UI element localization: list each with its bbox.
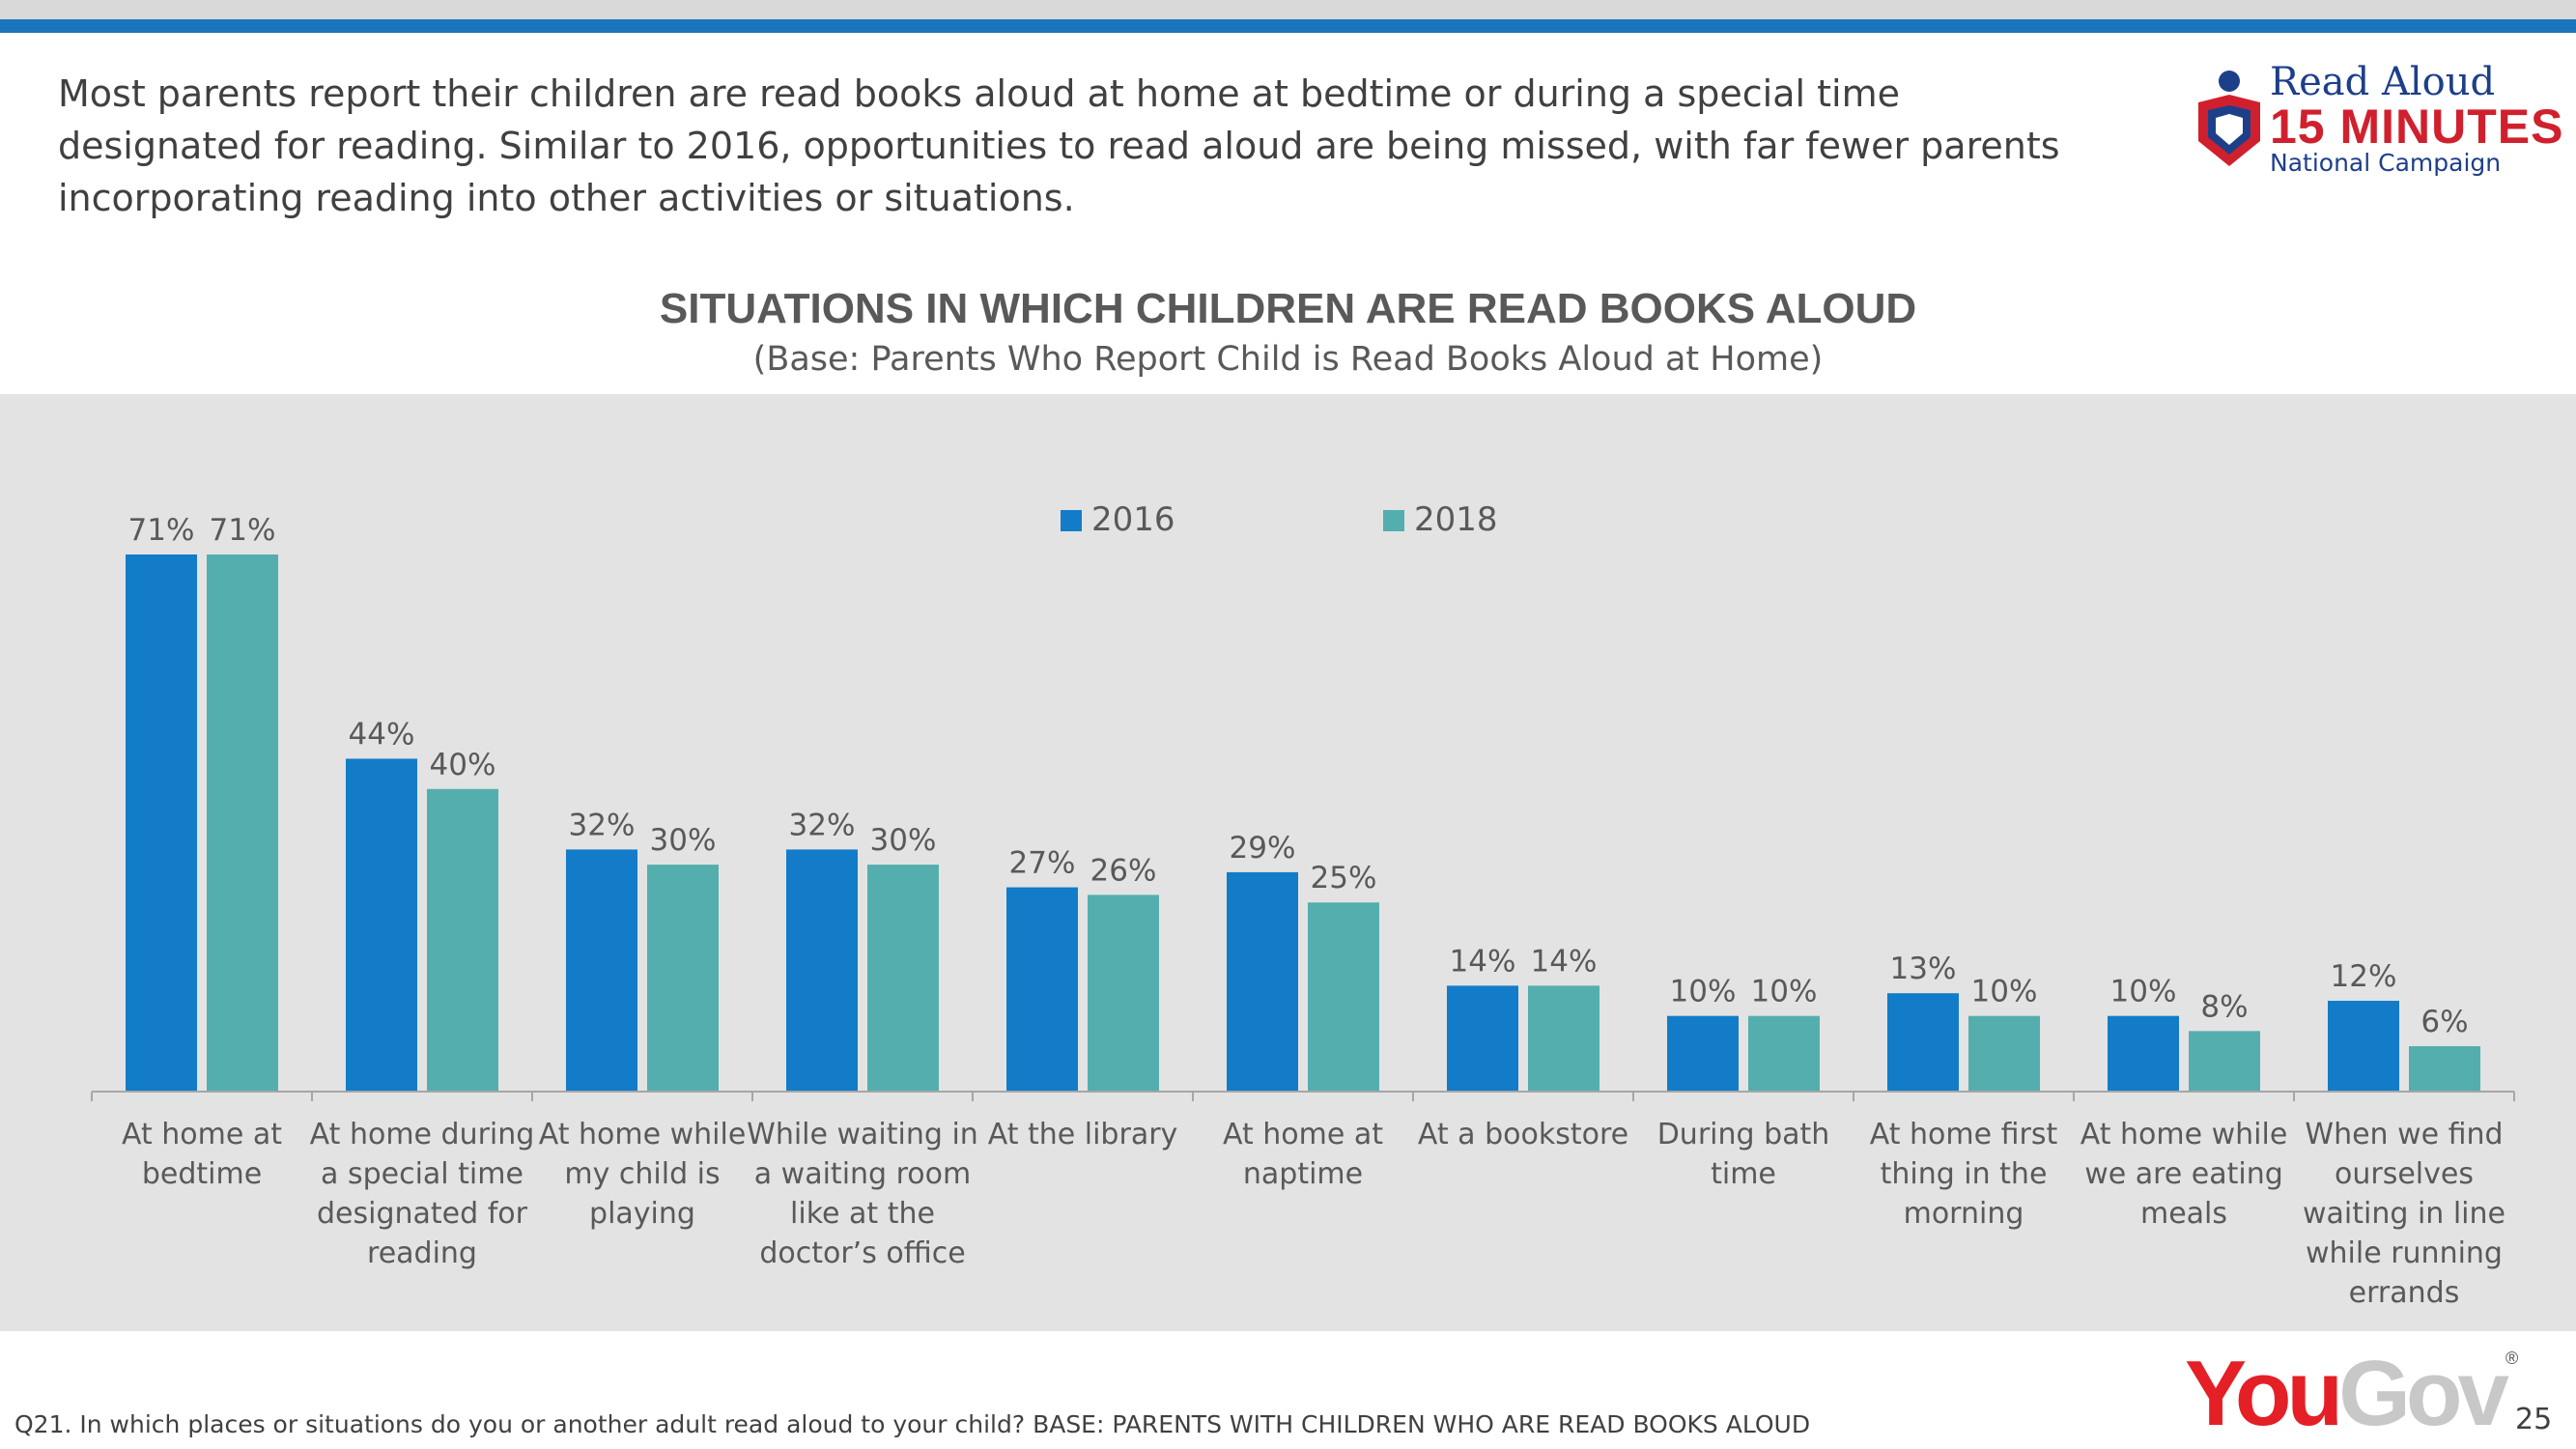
legend-label-2018: 2018 — [1414, 500, 1498, 539]
category-label-11-line-3: waiting in line — [2303, 1197, 2505, 1231]
legend-swatch-2016 — [1061, 510, 1082, 531]
bar-2018-10 — [2189, 1031, 2260, 1092]
legend-swatch-2018 — [1383, 510, 1404, 531]
data-label-2016-3: 32% — [569, 808, 636, 842]
bar-2018-7 — [1528, 985, 1599, 1092]
bar-2018-1 — [207, 554, 278, 1092]
footnote: Q21. In which places or situations do yo… — [14, 1410, 1811, 1438]
category-label-10-line-2: we are eating — [2084, 1157, 2283, 1191]
category-label-2-line-4: reading — [367, 1236, 477, 1270]
intro-text: Most parents report their children are r… — [58, 72, 2060, 219]
bar-2016-6 — [1227, 871, 1298, 1092]
bar-2016-4 — [786, 849, 858, 1092]
chart-title: SITUATIONS IN WHICH CHILDREN ARE READ BO… — [659, 285, 1917, 332]
bar-2018-6 — [1308, 902, 1379, 1092]
category-label-10-line-3: meals — [2140, 1197, 2227, 1231]
legend-label-2016: 2016 — [1091, 500, 1175, 539]
bar-2018-4 — [867, 865, 939, 1092]
category-label-2-line-3: designated for — [317, 1197, 528, 1231]
category-label-3-line-2: my child is — [564, 1157, 720, 1191]
bar-2018-3 — [647, 865, 719, 1092]
top-grey-bar — [0, 0, 2576, 19]
category-label-6-line-1: At home at — [1223, 1118, 1383, 1151]
bar-2018-2 — [427, 788, 498, 1092]
read-aloud-logo-line2: 15 MINUTES — [2270, 99, 2564, 154]
bar-2016-11 — [2328, 1001, 2399, 1092]
category-label-4-line-4: doctor’s office — [759, 1236, 965, 1270]
category-label-2-line-2: a special time — [321, 1157, 524, 1191]
category-label-4-line-3: like at the — [790, 1197, 935, 1231]
data-label-2018-6: 25% — [1311, 861, 1377, 895]
bar-2016-8 — [1667, 1015, 1739, 1092]
read-aloud-logo-line3: National Campaign — [2270, 149, 2502, 177]
data-label-2018-7: 14% — [1531, 944, 1598, 979]
read-aloud-seal-icon — [2198, 71, 2260, 166]
category-label-11-line-2: ourselves — [2335, 1157, 2474, 1191]
category-label-6-line-2: naptime — [1243, 1157, 1363, 1191]
category-label-8-line-2: time — [1711, 1157, 1776, 1191]
data-label-2018-9: 10% — [1971, 975, 2038, 1009]
data-label-2018-10: 8% — [2200, 989, 2248, 1024]
data-label-2016-4: 32% — [789, 808, 856, 842]
page-number: 25 — [2515, 1403, 2553, 1436]
category-label-9-line-3: morning — [1904, 1197, 2024, 1231]
bar-2016-9 — [1887, 993, 1959, 1092]
data-label-2018-2: 40% — [430, 748, 496, 782]
data-label-2018-4: 30% — [870, 823, 937, 858]
bar-2018-5 — [1088, 895, 1159, 1092]
read-aloud-logo-line1: Read Aloud — [2270, 60, 2496, 104]
category-label-1-line-2: bedtime — [142, 1157, 262, 1191]
category-label-10-line-1: At home while — [2081, 1118, 2288, 1151]
data-label-2016-9: 13% — [1890, 952, 1957, 986]
category-label-3-line-1: At home while — [539, 1118, 747, 1151]
data-label-2016-1: 71% — [128, 513, 195, 548]
bar-2016-10 — [2108, 1015, 2179, 1092]
bar-2016-7 — [1447, 985, 1518, 1092]
bar-2016-1 — [126, 554, 197, 1092]
bar-2016-2 — [346, 758, 417, 1092]
category-label-11-line-5: errands — [2349, 1276, 2460, 1310]
bar-2018-11 — [2409, 1046, 2480, 1092]
category-label-5-line-1: At the library — [988, 1118, 1178, 1151]
category-label-1-line-1: At home at — [122, 1118, 282, 1151]
bar-2016-3 — [566, 849, 637, 1092]
bar-2016-5 — [1006, 887, 1078, 1092]
yougov-logo-you: You — [2185, 1342, 2343, 1445]
data-label-2016-6: 29% — [1230, 831, 1296, 866]
category-label-9-line-1: At home first — [1870, 1118, 2058, 1151]
bar-chart: 71% 71% At home at bedtime 44% 40% At home dur… — [91, 500, 2515, 1310]
data-label-2018-5: 26% — [1090, 853, 1157, 888]
chart-subtitle: (Base: Parents Who Report Child is Read … — [752, 340, 1824, 379]
category-label-3-line-3: playing — [589, 1197, 695, 1231]
data-label-2018-8: 10% — [1751, 975, 1818, 1009]
data-label-2018-11: 6% — [2420, 1005, 2468, 1039]
category-label-8-line-1: During bath — [1657, 1118, 1830, 1151]
top-accent-bar — [0, 19, 2576, 33]
data-label-2016-8: 10% — [1670, 975, 1737, 1009]
data-label-2016-10: 10% — [2110, 975, 2177, 1009]
data-label-2018-3: 30% — [650, 823, 717, 858]
category-label-4-line-2: a waiting room — [754, 1157, 971, 1191]
bar-2018-9 — [1968, 1015, 2040, 1092]
yougov-logo: YouGov ® — [2185, 1348, 2518, 1440]
data-label-2016-11: 12% — [2331, 959, 2397, 994]
category-label-4-line-1: While waiting in — [747, 1118, 978, 1151]
category-label-11-line-1: When we find — [2305, 1118, 2503, 1151]
category-label-11-line-4: while running — [2306, 1236, 2503, 1270]
data-label-2016-5: 27% — [1009, 846, 1076, 881]
data-label-2018-1: 71% — [210, 513, 276, 548]
category-label-7-line-1: At a bookstore — [1418, 1118, 1628, 1151]
category-label-2-line-1: At home during — [310, 1118, 535, 1151]
category-label-9-line-2: thing in the — [1881, 1157, 2048, 1191]
yougov-logo-gov: Gov — [2338, 1342, 2509, 1445]
data-label-2016-2: 44% — [349, 717, 415, 752]
data-label-2016-7: 14% — [1450, 944, 1516, 979]
bar-2018-8 — [1748, 1015, 1820, 1092]
yougov-logo-registered: ® — [2505, 1349, 2519, 1368]
read-aloud-logo: Read Aloud 15 MINUTES National Campaign — [2193, 58, 2563, 177]
